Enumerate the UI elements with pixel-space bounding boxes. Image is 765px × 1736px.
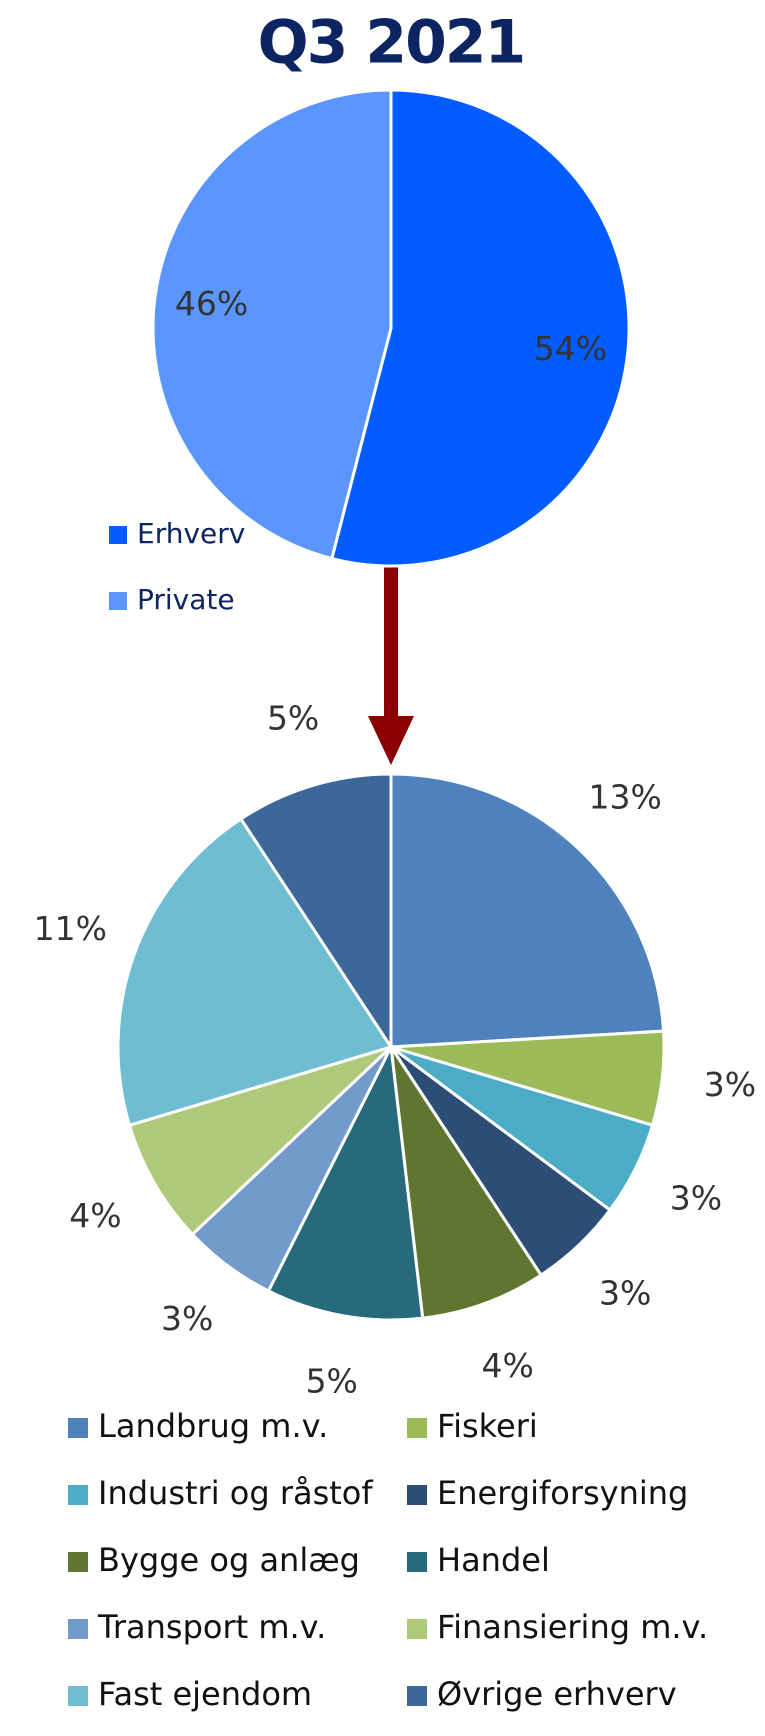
legend-label: Handel: [437, 1541, 550, 1579]
legend-label: Erhverv: [137, 517, 245, 550]
data-label: 4%: [69, 1196, 121, 1235]
pie-slice: [151, 88, 393, 561]
data-label: 3%: [599, 1274, 651, 1313]
legend-label: Private: [137, 583, 235, 616]
legend-swatch: [68, 1619, 88, 1639]
legend-label: Finansiering m.v.: [437, 1608, 708, 1646]
legend-swatch: [68, 1552, 88, 1572]
data-label: 5%: [267, 699, 319, 738]
data-label: 11%: [34, 909, 107, 948]
pie-slice: [389, 1046, 544, 1320]
arrow-shaft: [384, 522, 398, 727]
data-label: 46%: [175, 284, 248, 323]
legend-label: Bygge og anlæg: [98, 1541, 360, 1579]
pie-slice: [389, 772, 666, 1049]
legend-label: Landbrug m.v.: [98, 1407, 328, 1445]
legend-swatch: [68, 1485, 88, 1505]
legend-swatch: [407, 1552, 427, 1572]
legend-label: Øvrige erhverv: [437, 1675, 677, 1713]
pie-slice: [266, 1041, 425, 1322]
arrow-head: [368, 716, 414, 765]
legend-label: Energiforsyning: [437, 1474, 688, 1512]
pie-slice: [238, 772, 393, 1053]
legend-label: Fast ejendom: [98, 1675, 312, 1713]
legend-swatch: [407, 1686, 427, 1706]
legend-swatch: [407, 1418, 427, 1438]
chart-title: Q3 2021: [258, 8, 525, 78]
pie-slice: [116, 816, 394, 1128]
data-label: 54%: [534, 329, 607, 368]
pie-slice: [329, 88, 631, 568]
legend-swatch: [109, 592, 127, 610]
legend-label: Industri og råstof: [98, 1474, 373, 1512]
legend-label: Transport m.v.: [97, 1608, 326, 1646]
data-label: 3%: [161, 1299, 213, 1338]
data-label: 13%: [589, 777, 662, 816]
pie-slice: [127, 1045, 393, 1237]
legend-label: Fiskeri: [437, 1407, 538, 1445]
data-label: 3%: [670, 1179, 722, 1218]
data-label: 4%: [482, 1346, 534, 1385]
legend-swatch: [68, 1686, 88, 1706]
legend-swatch: [407, 1619, 427, 1639]
legend-swatch: [109, 526, 127, 544]
data-label: 3%: [704, 1065, 756, 1104]
legend-swatch: [68, 1418, 88, 1438]
legend-swatch: [407, 1485, 427, 1505]
data-label: 5%: [306, 1362, 358, 1401]
arrow: [368, 522, 414, 765]
